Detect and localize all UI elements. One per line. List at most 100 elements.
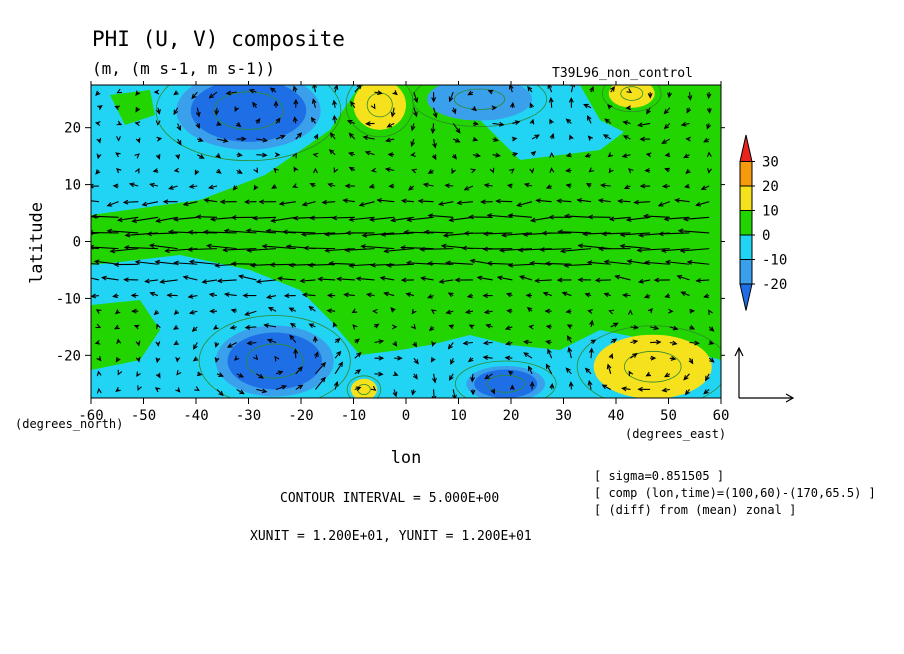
wind-vector — [549, 152, 555, 158]
wind-vector — [282, 229, 316, 235]
wind-vector — [300, 231, 336, 237]
wind-vector — [94, 339, 101, 345]
wind-vector — [313, 133, 319, 140]
wind-vector — [431, 92, 437, 103]
wind-vector — [153, 309, 160, 316]
wind-vector — [308, 305, 316, 312]
wind-vector — [588, 167, 594, 173]
wind-vector — [518, 275, 533, 281]
wind-vector — [293, 348, 299, 359]
wind-vector — [95, 169, 101, 175]
wind-vector — [392, 389, 398, 398]
wind-vector — [603, 259, 631, 265]
x-tick-label: -20 — [288, 408, 313, 424]
wind-vector — [187, 247, 218, 252]
wind-vector — [661, 387, 670, 393]
wind-vector — [683, 153, 690, 159]
wind-vector — [463, 185, 474, 191]
wind-vector — [410, 323, 416, 330]
wind-vector — [101, 275, 119, 281]
wind-vector — [411, 168, 417, 174]
wind-vector — [144, 278, 159, 284]
wind-vector — [420, 276, 434, 281]
wind-vector — [336, 276, 355, 282]
x-tick-label: 0 — [402, 408, 410, 424]
wind-vector — [450, 357, 455, 366]
wind-vector — [95, 90, 101, 97]
wind-vector — [630, 339, 639, 345]
wind-vector — [565, 183, 572, 189]
wind-vector — [608, 216, 631, 222]
wind-vector — [664, 152, 671, 158]
positive-anomaly-nw-corner — [110, 90, 155, 125]
wind-vector — [135, 340, 141, 347]
wind-vector — [312, 152, 319, 158]
wind-vector — [544, 308, 552, 314]
wind-vector — [529, 216, 552, 223]
wind-vector — [311, 98, 317, 108]
wind-vector — [628, 168, 634, 174]
wind-vector — [292, 116, 298, 124]
wind-vector — [372, 308, 378, 314]
wind-vector — [135, 90, 141, 96]
wind-vector — [431, 341, 437, 347]
colorbar-label: 30 — [762, 155, 779, 171]
x-axis-ticks: -60 -50 -40 -30 -20 -10 0 10 20 30 40 50 60 — [78, 81, 729, 424]
wind-vector — [451, 154, 457, 160]
wind-vector — [109, 248, 139, 254]
x-tick-label: 60 — [713, 408, 730, 424]
y-tick-label: -20 — [56, 348, 81, 364]
wind-vector — [674, 197, 690, 203]
wind-vector — [565, 308, 572, 314]
wind-vector — [676, 274, 690, 281]
wind-vector — [130, 293, 139, 298]
positive-anomaly-sw-corner — [91, 300, 160, 370]
wind-vector — [216, 121, 222, 126]
wind-vector — [256, 373, 264, 379]
wind-vector — [223, 228, 257, 234]
high-n-center — [358, 85, 401, 125]
wind-vector — [689, 308, 695, 314]
wind-vector — [248, 88, 257, 94]
wind-vector — [350, 100, 356, 109]
wind-vector — [255, 117, 261, 124]
wind-vector — [328, 261, 355, 266]
wind-vector — [188, 309, 198, 315]
high-ne-center — [613, 85, 651, 105]
wind-vector — [470, 389, 476, 396]
wind-vector — [679, 248, 710, 254]
wind-vector — [499, 247, 533, 253]
wind-vector — [155, 154, 161, 160]
wind-vector — [680, 291, 690, 297]
x-axis-label: lon — [391, 448, 422, 468]
wind-vector — [467, 90, 474, 96]
wind-vector — [563, 262, 592, 268]
wind-vector — [187, 229, 218, 235]
wind-vector — [273, 167, 279, 174]
wind-vector — [348, 263, 375, 268]
y-axis-label: latitude — [27, 202, 47, 284]
wind-vector — [419, 246, 454, 252]
wind-vector — [466, 293, 474, 299]
wind-vector — [695, 278, 710, 284]
wind-vector — [192, 356, 199, 362]
wind-vector — [428, 325, 435, 332]
wind-vector — [380, 232, 414, 237]
wind-vector — [626, 259, 651, 265]
wind-vector — [332, 321, 338, 328]
wind-vector — [182, 275, 198, 281]
wind-vector — [633, 199, 651, 205]
wind-vector — [368, 183, 375, 189]
wind-vector — [374, 355, 385, 361]
wind-vector — [587, 379, 593, 390]
wind-vector — [509, 168, 515, 174]
wind-vector — [667, 92, 673, 99]
wind-vector — [430, 356, 436, 363]
info-sigma: [ sigma=0.851505 ] — [594, 469, 724, 483]
wind-vector — [471, 106, 477, 112]
wind-vector — [663, 216, 690, 222]
wind-vector — [483, 309, 493, 315]
wind-vector — [627, 309, 633, 315]
wind-vector — [682, 216, 710, 222]
wind-vector — [660, 248, 690, 253]
